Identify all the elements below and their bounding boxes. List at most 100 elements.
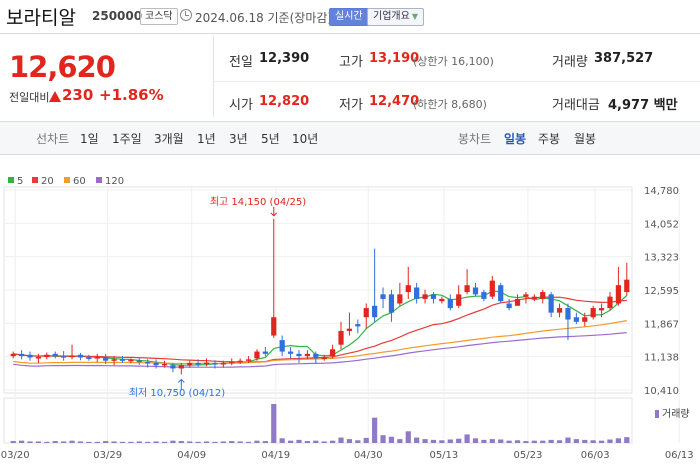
candle-body [111,359,117,361]
candle-body [464,285,470,293]
candle-body [178,365,184,369]
candle-body [481,292,487,299]
candle-body [44,354,50,358]
candle-chart-label: 봉차트 [458,132,492,146]
volume-bar [573,439,579,443]
volume-bar [128,441,134,443]
candle-body [414,287,420,299]
candle-body [27,354,33,358]
stats-divider [213,81,700,82]
candle-body [313,353,319,359]
volume-bar [187,441,193,443]
period-5y[interactable]: 5년 [261,132,280,146]
stock-code: 250000 [92,9,143,23]
candle-body [330,349,336,357]
volume-bar [145,441,151,443]
volume-bar [94,441,100,443]
candle-body [548,294,554,313]
candle-body [61,356,67,358]
date-text: 2024.06.18 기준(장마감) [195,11,333,25]
volume-bar [456,438,462,443]
volume-bar [19,440,25,443]
x-tick-label: 06/03 [581,450,610,461]
period-3m[interactable]: 3개월 [154,132,184,146]
candle-body [363,308,369,318]
volume-swatch [655,410,659,418]
candle-body [388,294,395,313]
volume-bar [86,441,92,443]
candle-body [128,359,134,362]
volume-bar [489,439,495,443]
volume-bar [363,437,369,443]
volume-bar [624,437,630,443]
candle-body [439,298,445,302]
x-tick-label: 03/29 [93,450,122,461]
y-tick-label: 11,867 [644,319,679,330]
candle-body [338,330,344,345]
volume-bar [514,440,521,443]
candle-body [94,357,100,359]
y-tick-label: 10,410 [644,386,679,397]
candle-body [514,298,521,306]
volume-bar [464,434,470,443]
period-1y[interactable]: 1년 [197,132,216,146]
volume-bar [565,437,571,443]
volume-bar [481,439,487,443]
volume-bar [69,440,75,443]
volume-bar [103,441,109,443]
high-value: 13,190 [369,51,420,66]
x-tick-label: 04/09 [177,450,206,461]
candle-body [187,362,193,366]
candle-body [430,294,437,299]
candle-body [161,363,168,366]
volume-bar [414,437,420,443]
volume-bar [607,439,613,443]
candle-body [296,353,302,357]
candles [10,218,630,375]
volume-bar [447,439,453,443]
change-label: 전일대비 [9,91,50,104]
y-tick-label: 13,323 [644,253,679,264]
candle-body [582,317,588,322]
volume-label: 거래량 [552,55,588,70]
candle-body [287,351,294,354]
volume-bar [220,441,226,443]
candle-body [119,359,126,361]
volume-bar [506,440,512,443]
legend-ma5-label: 5 [17,176,24,187]
candle-body [279,340,285,352]
candle-body [355,324,361,327]
y-tick-label: 12,595 [644,286,679,297]
volume-bar [27,441,33,443]
candle-monthly[interactable]: 월봉 [574,132,597,146]
candle-body [565,308,571,320]
candle-body [422,294,428,299]
period-1w[interactable]: 1주일 [112,132,142,146]
period-3y[interactable]: 3년 [229,132,248,146]
candle-body [540,292,546,299]
volume-value: 387,527 [594,51,654,66]
current-price: 12,620 [9,50,116,84]
volume-bar [422,439,428,443]
period-10y[interactable]: 10년 [292,132,319,146]
candle-body [624,279,630,293]
period-1d[interactable]: 1일 [80,132,99,146]
candle-body [86,357,92,360]
up-arrow-icon [49,91,61,102]
volume-bar [397,439,403,443]
moving-average-lines [13,290,628,368]
company-overview-button[interactable]: 기업개요 ▼ [367,8,424,26]
candle-weekly[interactable]: 주봉 [538,132,561,146]
candle-body [405,285,411,293]
volume-bar [296,439,302,443]
amount-label: 거래대금 [552,98,600,113]
candle-body [52,353,58,357]
candle-body [229,361,235,364]
candle-daily[interactable]: 일봉 [504,132,527,146]
volume-bar [203,441,210,443]
candle-body [523,294,529,297]
candle-body [397,294,403,304]
volume-bar [178,441,184,443]
clock-icon [180,9,192,21]
